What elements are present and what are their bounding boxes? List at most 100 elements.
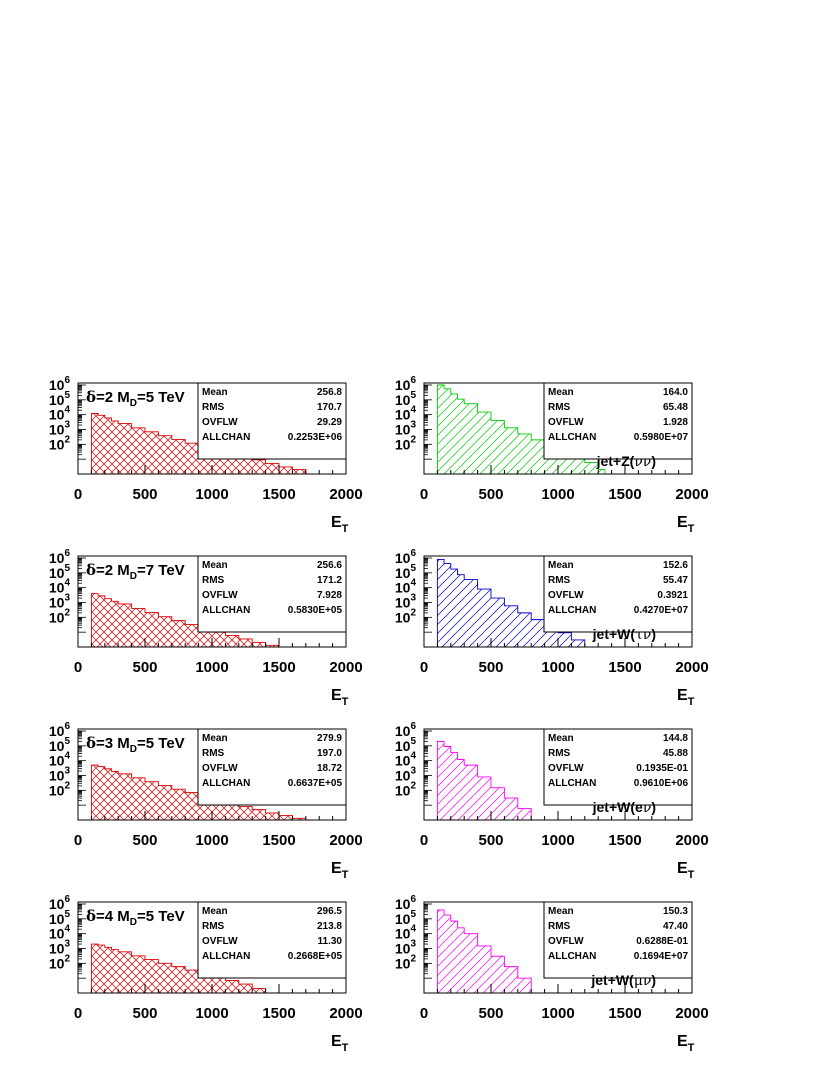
stats-label: Mean bbox=[548, 387, 574, 398]
stats-box bbox=[197, 728, 347, 806]
y-tick-label: 103 bbox=[49, 593, 71, 611]
stats-label: OVFLW bbox=[548, 763, 584, 774]
stats-label: Mean bbox=[202, 560, 228, 571]
y-tick-label: 103 bbox=[395, 939, 417, 957]
stats-box bbox=[197, 901, 347, 979]
x-axis-title: ET bbox=[677, 687, 695, 708]
y-tick-label: 103 bbox=[49, 939, 71, 957]
x-tick-label: 1000 bbox=[195, 832, 228, 849]
stats-label: ALLCHAN bbox=[202, 778, 250, 789]
panel-title: jet+W(eν) bbox=[592, 799, 656, 816]
histogram-bars bbox=[90, 593, 300, 648]
panel-title: jet+W(τν) bbox=[592, 626, 656, 643]
stats-label: OVFLW bbox=[548, 590, 584, 601]
x-tick-label: 500 bbox=[132, 1005, 157, 1022]
stats-value: 0.1694E+07 bbox=[634, 951, 689, 962]
stats-value: 256.6 bbox=[317, 560, 342, 571]
x-tick-label: 500 bbox=[478, 659, 503, 676]
stats-label: RMS bbox=[548, 748, 571, 759]
x-tick-label: 0 bbox=[420, 832, 428, 849]
x-tick-label: 1500 bbox=[608, 1005, 641, 1022]
y-tick-label: 104 bbox=[395, 751, 417, 769]
stats-label: Mean bbox=[202, 387, 228, 398]
stats-value: 144.8 bbox=[663, 733, 688, 744]
x-tick-label: 1000 bbox=[195, 486, 228, 503]
panel-title: δ=3 MD=5 TeV bbox=[86, 734, 185, 755]
y-tick-label: 105 bbox=[49, 390, 71, 408]
y-tick-label: 103 bbox=[49, 420, 71, 438]
y-tick-label: 106 bbox=[395, 721, 417, 739]
x-tick-label: 1000 bbox=[195, 1005, 228, 1022]
stats-box bbox=[543, 555, 693, 633]
y-tick-label: 106 bbox=[395, 548, 417, 566]
stats-box bbox=[543, 382, 693, 460]
y-tick-label: 102 bbox=[395, 434, 417, 452]
x-tick-label: 0 bbox=[74, 486, 82, 503]
stats-label: Mean bbox=[202, 733, 228, 744]
stats-value: 0.6637E+05 bbox=[288, 778, 343, 789]
x-tick-label: 1000 bbox=[195, 659, 228, 676]
y-tick-label: 105 bbox=[49, 736, 71, 754]
y-tick-label: 102 bbox=[395, 607, 417, 625]
stats-label: RMS bbox=[202, 575, 225, 586]
stats-box bbox=[543, 728, 693, 806]
y-tick-label: 105 bbox=[395, 563, 417, 581]
y-tick-label: 106 bbox=[395, 894, 417, 912]
x-axis-title: ET bbox=[331, 514, 349, 535]
y-tick-label: 104 bbox=[395, 405, 417, 423]
stats-value: 296.5 bbox=[317, 906, 342, 917]
x-tick-label: 1500 bbox=[262, 486, 295, 503]
x-tick-label: 2000 bbox=[329, 659, 362, 676]
x-tick-label: 500 bbox=[478, 486, 503, 503]
x-tick-label: 1000 bbox=[541, 1005, 574, 1022]
y-tick-label: 104 bbox=[395, 578, 417, 596]
x-axis-title: ET bbox=[331, 687, 349, 708]
x-tick-label: 2000 bbox=[675, 659, 708, 676]
y-tick-label: 103 bbox=[395, 593, 417, 611]
stats-label: ALLCHAN bbox=[202, 605, 250, 616]
stats-value: 47.40 bbox=[663, 921, 688, 932]
stats-label: RMS bbox=[548, 921, 571, 932]
stats-value: 1.928 bbox=[663, 417, 688, 428]
y-tick-label: 102 bbox=[395, 953, 417, 971]
x-tick-label: 0 bbox=[74, 1005, 82, 1022]
x-tick-label: 1000 bbox=[541, 659, 574, 676]
stats-value: 0.1935E-01 bbox=[636, 763, 688, 774]
stats-value: 45.88 bbox=[663, 748, 688, 759]
x-tick-label: 0 bbox=[420, 486, 428, 503]
stats-label: ALLCHAN bbox=[202, 951, 250, 962]
x-axis-title: ET bbox=[677, 514, 695, 535]
y-tick-label: 104 bbox=[49, 751, 71, 769]
x-tick-label: 2000 bbox=[675, 486, 708, 503]
x-tick-label: 0 bbox=[420, 1005, 428, 1022]
y-tick-label: 106 bbox=[49, 721, 71, 739]
y-tick-label: 105 bbox=[395, 736, 417, 754]
stats-value: 279.9 bbox=[317, 733, 342, 744]
x-tick-label: 500 bbox=[132, 832, 157, 849]
stats-value: 197.0 bbox=[317, 748, 342, 759]
x-tick-label: 2000 bbox=[675, 1005, 708, 1022]
stats-value: 0.5830E+05 bbox=[288, 605, 343, 616]
y-tick-label: 104 bbox=[49, 405, 71, 423]
stats-label: OVFLW bbox=[548, 936, 584, 947]
y-tick-label: 103 bbox=[395, 766, 417, 784]
panel-title: δ=2 MD=7 TeV bbox=[86, 561, 185, 582]
histogram-bars bbox=[436, 558, 592, 648]
y-tick-label: 106 bbox=[49, 375, 71, 393]
stats-label: RMS bbox=[202, 748, 225, 759]
x-tick-label: 0 bbox=[74, 659, 82, 676]
y-tick-label: 106 bbox=[49, 548, 71, 566]
x-tick-label: 1500 bbox=[262, 659, 295, 676]
y-tick-label: 103 bbox=[49, 766, 71, 784]
stats-value: 256.8 bbox=[317, 387, 342, 398]
y-tick-label: 104 bbox=[49, 578, 71, 596]
y-tick-label: 104 bbox=[49, 924, 71, 942]
stats-value: 11.30 bbox=[318, 936, 343, 947]
